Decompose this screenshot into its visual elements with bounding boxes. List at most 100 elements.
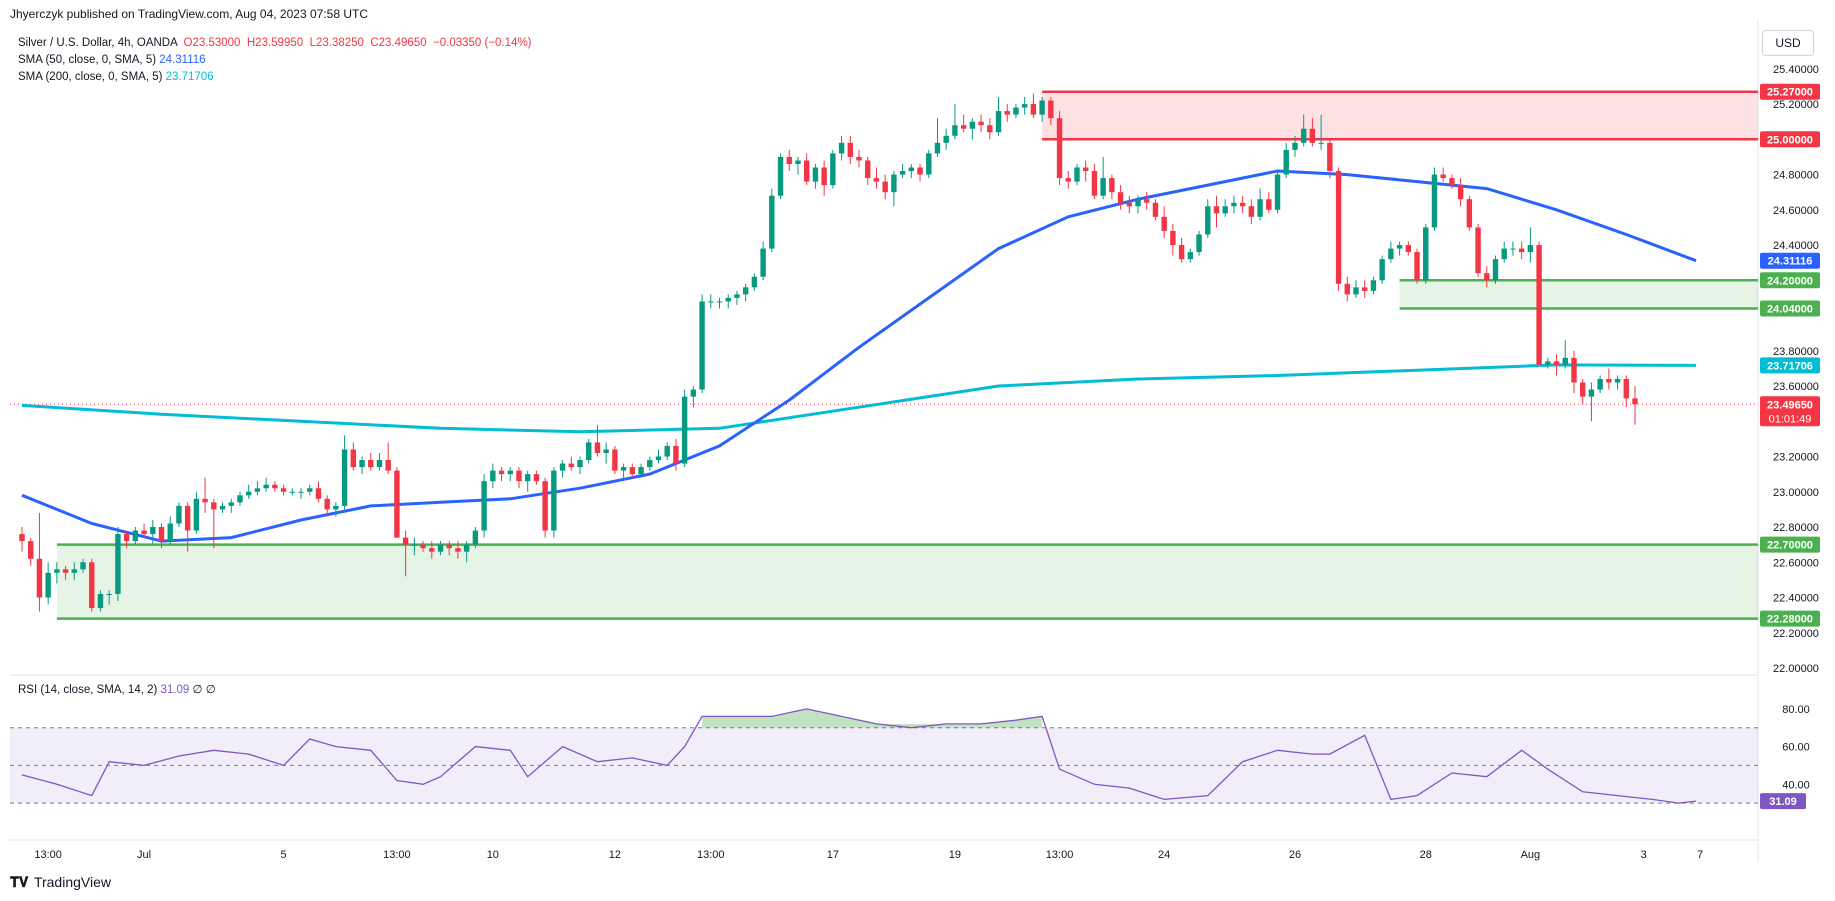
candle-body <box>934 142 941 154</box>
candle-body <box>123 534 130 542</box>
candle-body <box>1466 199 1473 228</box>
candle-body <box>821 167 827 186</box>
rsi-tick-label: 40.00 <box>1782 779 1810 791</box>
candle-body <box>673 445 679 464</box>
sma200-line <box>21 363 1697 434</box>
time-tick-label: 13:00 <box>697 849 725 861</box>
currency-button[interactable]: USD <box>1762 30 1814 56</box>
candle-body <box>524 474 531 482</box>
candle-body <box>1170 230 1176 246</box>
candle-body <box>106 593 112 595</box>
candle-body <box>54 569 60 573</box>
candle-body <box>786 156 792 164</box>
candle-body <box>1606 378 1612 383</box>
candle-body <box>629 467 636 475</box>
main-legend: Silver / U.S. Dollar, 4h, OANDA O23.5300… <box>18 35 532 86</box>
rsi-extra: ∅ ∅ <box>192 684 216 696</box>
candle-body <box>202 498 208 503</box>
candle-body <box>359 460 365 468</box>
price-tag-label: 24.31116 <box>1768 256 1813 268</box>
symbol-row[interactable]: Silver / U.S. Dollar, 4h, OANDA O23.5300… <box>18 35 532 52</box>
candle-body <box>1239 202 1246 207</box>
candle-body <box>1074 167 1080 182</box>
candle-body <box>1396 245 1403 249</box>
candle-body <box>568 463 574 468</box>
candle-body <box>577 460 583 468</box>
ohlc-low: L23.38250 <box>309 37 364 49</box>
countdown-label: 01:01:49 <box>1769 413 1812 425</box>
tradingview-brand[interactable]: 𝐓𝐕 TradingView <box>10 874 111 891</box>
candle-body <box>481 481 487 531</box>
candle-body <box>1388 248 1394 260</box>
candle-body <box>1248 206 1255 217</box>
candle-body <box>1623 378 1629 399</box>
candle-body <box>603 449 609 453</box>
candle-body <box>1266 199 1272 210</box>
candle-body <box>1065 178 1071 182</box>
candle-body <box>211 502 217 510</box>
publisher-line: Jhyerczyk published on TradingView.com, … <box>10 7 368 21</box>
candle-body <box>472 530 479 545</box>
sma50-row[interactable]: SMA (50, close, 0, SMA, 5) 24.31116 <box>18 52 532 69</box>
candle-body <box>1579 382 1586 397</box>
candle-body <box>1144 199 1150 203</box>
candle-body <box>176 505 182 524</box>
candle-body <box>908 167 915 172</box>
rsi-value: 31.09 <box>160 684 190 696</box>
candle-body <box>882 181 888 193</box>
candle-body <box>324 498 330 510</box>
price-tick-label: 25.40000 <box>1773 64 1819 76</box>
candle-body <box>1457 185 1464 200</box>
time-tick-label: 7 <box>1697 849 1703 861</box>
price-tick-label: 22.00000 <box>1773 663 1819 675</box>
sma50-line <box>21 169 1697 543</box>
price-tick-label: 23.20000 <box>1773 452 1819 464</box>
candle-body <box>1135 199 1141 207</box>
price-tag-label: 22.70000 <box>1767 540 1813 552</box>
sma50-label: SMA (50, close, 0, SMA, 5) <box>18 54 157 66</box>
rsi-legend[interactable]: RSI (14, close, SMA, 14, 2) 31.09 ∅ ∅ <box>18 682 216 696</box>
price-tag-label: 22.28000 <box>1767 614 1813 626</box>
candle-body <box>1632 398 1638 405</box>
candle-body <box>699 301 705 390</box>
candle-body <box>376 460 383 468</box>
candle-body <box>1335 171 1342 284</box>
candle-body <box>1431 174 1438 228</box>
candle-body <box>681 396 688 464</box>
candle-body <box>1213 206 1220 214</box>
candle-body <box>62 569 69 573</box>
rsi-tick-label: 80.00 <box>1782 704 1810 716</box>
candle-body <box>1283 149 1289 175</box>
candle-body <box>141 530 147 535</box>
sma200-row[interactable]: SMA (200, close, 0, SMA, 5) 23.71706 <box>18 69 532 86</box>
time-tick-label: 13:00 <box>383 849 411 861</box>
candle-body <box>742 287 749 295</box>
candle-body <box>830 153 836 186</box>
time-tick-label: 10 <box>487 849 499 861</box>
candle-body <box>385 460 391 471</box>
candle-body <box>978 121 984 126</box>
candle-body <box>272 484 278 489</box>
candle-body <box>1274 174 1281 210</box>
candle-body <box>1231 202 1237 207</box>
candle-body <box>995 111 1002 133</box>
candle-body <box>1536 245 1542 365</box>
candle-body <box>1353 287 1359 295</box>
candle-body <box>586 442 592 461</box>
sma50-value: 24.31116 <box>159 54 206 66</box>
candle-body <box>1475 227 1481 274</box>
candle-body <box>1501 248 1507 260</box>
candle-body <box>1492 259 1499 281</box>
price-tick-label: 22.60000 <box>1773 557 1819 569</box>
candle-body <box>1309 128 1316 143</box>
candle-body <box>664 445 670 457</box>
candle-body <box>368 460 374 468</box>
tradingview-logo-icon: 𝐓𝐕 <box>10 874 29 890</box>
price-tick-label: 24.60000 <box>1773 205 1819 217</box>
candle-body <box>45 572 51 598</box>
candle-body <box>1484 273 1490 281</box>
candle-body <box>1292 142 1298 150</box>
price-tag-box <box>1760 357 1820 374</box>
candle-body <box>228 502 234 506</box>
